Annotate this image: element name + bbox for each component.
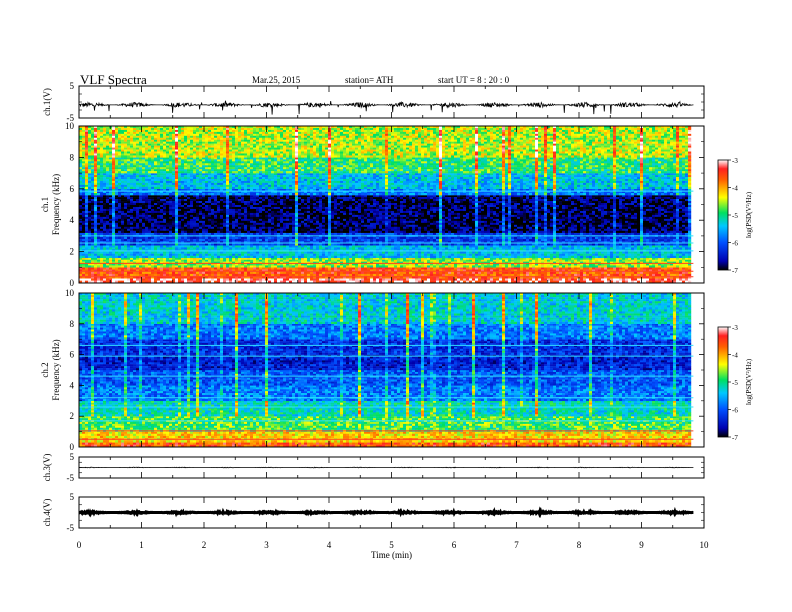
x-axis: 0 1 2 3 4 5 6 7 8 9 10 Time (min) (77, 540, 709, 560)
ch3-waveform-trace (79, 467, 693, 468)
ch2-spectrogram-ytick-label: 0 (70, 442, 75, 452)
ch2-spectrogram-colorbar-tick-label: -6 (732, 407, 738, 415)
x-axis-label: Time (min) (371, 550, 412, 560)
ch2-spectrogram-ytick-label: 4 (70, 380, 75, 390)
x-tick-label: 0 (77, 540, 82, 550)
ch4-waveform-ylabel: ch.4(V) (42, 499, 52, 527)
ch2-spectrogram-ylabel-frequency: Frequency (kHz) (51, 339, 61, 400)
ch2-spectrogram-ytick-label: 8 (70, 319, 75, 329)
ch2-spectrogram-colorbar-tick-label: -3 (732, 324, 738, 332)
ch1-spectrogram-ytick-label: 6 (70, 184, 75, 194)
ch1-spectrogram-colorbar-label: log(PSD(V²/Hz) (745, 191, 753, 238)
ch1-waveform-ytick-label: 5 (70, 81, 75, 91)
ch1-spectrogram-ytick-label: 4 (70, 215, 75, 225)
ch2-spectrogram-ytick-label: 6 (70, 350, 75, 360)
ch1-spectrogram-ylabel-channel: ch.1 (40, 197, 50, 212)
ch1-spectrogram-colorbar (718, 160, 728, 270)
x-tick-label: 3 (264, 540, 269, 550)
ch1-spectrogram-ytick-label: 10 (65, 121, 75, 131)
ch2-spectrogram-colorbar-tick-label: -5 (732, 379, 738, 387)
ch2-spectrogram-ytick-label: 10 (65, 288, 75, 298)
ch4-waveform-trace (79, 512, 693, 514)
ch1-spectrogram-cells (79, 126, 691, 283)
ch1-spectrogram-colorbar-tick-label: -5 (732, 212, 738, 220)
ch3-waveform-ytick-label: -5 (67, 473, 75, 483)
ch2-spectrogram-colorbar-label: log(PSD(V²/Hz) (745, 358, 753, 405)
vlf-figure: 5-5ch.1(V)0246810ch.1 Frequency (kHz)-3-4… (0, 0, 792, 612)
ch1-spectrogram-colorbar-tick-label: -7 (732, 267, 738, 275)
ch4-waveform-ytick-label: 5 (70, 492, 75, 502)
ch1-waveform-panel: 5-5ch.1(V) (42, 81, 704, 123)
x-tick-label: 8 (577, 540, 582, 550)
x-tick-label: 7 (514, 540, 519, 550)
x-tick-label: 5 (389, 540, 394, 550)
ch3-waveform-ylabel: ch.3(V) (42, 454, 52, 482)
ch1-waveform-ylabel: ch.1(V) (42, 88, 52, 116)
ch1-spectrogram-ylabel-frequency: Frequency (kHz) (51, 174, 61, 235)
ch1-spectrogram-ytick-label: 2 (70, 247, 75, 257)
ch3-waveform-ytick-label: 5 (70, 452, 75, 462)
ch1-spectrogram-panel: 0 2 4 6 8 10 ch.1 Frequency (kHz) -3 -4 -5 -6 -7 log(… (40, 121, 753, 288)
x-tick-label: 9 (639, 540, 644, 550)
ch1-spectrogram-colorbar-tick-label: -4 (732, 185, 738, 193)
ch4-waveform-panel: 5 -5 ch.4(V) (42, 492, 704, 533)
ch3-waveform-panel: 5 -5 ch.3(V) (42, 452, 704, 483)
x-tick-label: 6 (452, 540, 457, 550)
ch1-spectrogram-ytick-label: 0 (70, 278, 75, 288)
x-tick-label: 1 (139, 540, 144, 550)
x-tick-label: 2 (202, 540, 207, 550)
ch2-spectrogram-panel: 0 2 4 6 8 10 ch.2 Frequency (kHz) -3 -4 -5 -6 -7 log(… (40, 288, 753, 452)
x-tick-label: 10 (700, 540, 710, 550)
ch1-spectrogram-ytick-label: 8 (70, 152, 75, 162)
ch2-spectrogram-colorbar (718, 327, 728, 437)
ch1-spectrogram-colorbar-tick-label: -6 (732, 240, 738, 248)
ch2-spectrogram-ylabel-channel: ch.2 (40, 362, 50, 377)
x-tick-label: 4 (327, 540, 332, 550)
ch1-spectrogram-colorbar-tick-label: -3 (732, 157, 738, 165)
ch2-spectrogram-colorbar-tick-label: -7 (732, 434, 738, 442)
ch2-spectrogram-cells (79, 293, 691, 447)
ch2-spectrogram-ytick-label: 2 (70, 411, 75, 421)
ch2-spectrogram-colorbar-tick-label: -4 (732, 352, 738, 360)
ch4-waveform-ytick-label: -5 (67, 523, 75, 533)
